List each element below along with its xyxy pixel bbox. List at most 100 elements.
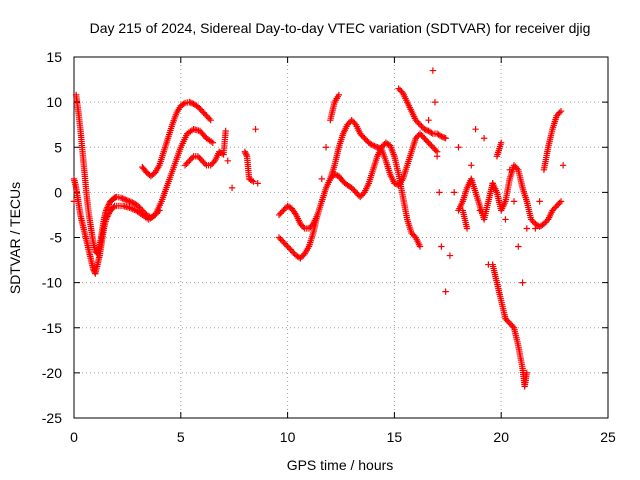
data-point [308, 222, 316, 229]
data-point [105, 201, 113, 208]
data-point [431, 98, 439, 106]
data-point [515, 243, 522, 250]
series-sat-b [70, 126, 217, 277]
data-point [180, 100, 187, 108]
data-point [423, 138, 431, 145]
y-tick-label: 5 [54, 139, 62, 155]
data-point [512, 163, 519, 171]
series-sat-c [139, 98, 214, 180]
data-point [529, 217, 536, 225]
data-point [408, 229, 415, 237]
data-point [248, 177, 256, 184]
data-point [396, 86, 404, 94]
data-point [502, 216, 509, 223]
data-point [510, 162, 518, 169]
data-point [413, 133, 421, 140]
data-point [421, 135, 428, 142]
data-point [415, 119, 422, 127]
data-point [423, 127, 431, 134]
data-point [197, 106, 204, 113]
data-point [433, 153, 441, 160]
x-tick-label: 15 [387, 429, 403, 445]
grid [74, 57, 608, 418]
data-point [280, 238, 287, 246]
series-sat-g [327, 116, 441, 189]
data-point [275, 234, 283, 241]
data-point [104, 213, 111, 220]
data-point [505, 318, 512, 325]
data-point [446, 252, 454, 259]
data-point [354, 190, 361, 198]
data-point [375, 144, 382, 152]
data-point [208, 160, 216, 167]
data-point [425, 116, 432, 124]
data-point [352, 189, 360, 196]
data-point [243, 151, 250, 158]
data-point [438, 243, 445, 250]
data-point [362, 136, 370, 143]
data-point [436, 132, 444, 139]
data-point [224, 157, 231, 164]
data-marks [70, 67, 567, 390]
data-point [186, 157, 193, 164]
data-point [278, 237, 286, 244]
data-point [252, 126, 259, 133]
x-tick-label: 20 [493, 429, 509, 445]
data-point [284, 243, 291, 250]
data-point [527, 216, 535, 223]
data-point [134, 202, 142, 210]
data-point [351, 119, 358, 127]
data-point [122, 196, 129, 203]
data-point [536, 198, 543, 205]
y-tick-label: 15 [46, 49, 62, 65]
data-point [104, 202, 112, 210]
data-point [187, 156, 194, 163]
y-tick-label: -10 [42, 275, 62, 291]
x-tick-label: 10 [280, 429, 296, 445]
data-point [412, 135, 419, 142]
data-point [281, 205, 288, 213]
data-point [123, 196, 130, 204]
data-point [553, 112, 560, 119]
series-sat-d [181, 126, 261, 192]
data-point [207, 116, 214, 124]
data-point [188, 154, 196, 161]
data-point [549, 207, 556, 214]
data-point [351, 187, 358, 195]
data-point [502, 315, 509, 322]
data-point [431, 145, 438, 152]
data-point [335, 91, 343, 99]
data-point [361, 135, 368, 142]
data-point [368, 141, 375, 148]
data-point [557, 107, 565, 115]
data-point [507, 321, 515, 328]
data-point [222, 127, 229, 135]
data-point [421, 126, 428, 133]
data-point [372, 143, 380, 150]
data-point [553, 202, 560, 210]
data-point [280, 207, 287, 214]
data-point [127, 198, 135, 206]
data-point [200, 159, 207, 166]
data-point [455, 144, 462, 151]
data-point [209, 139, 217, 146]
y-tick-label: -25 [42, 410, 62, 426]
data-point [250, 178, 257, 185]
data-point [428, 142, 435, 149]
data-point [254, 180, 261, 187]
data-point [359, 133, 367, 140]
data-point [188, 100, 196, 107]
data-point [102, 216, 110, 223]
data-point [345, 119, 353, 127]
data-point [425, 139, 432, 146]
y-tick-labels: -25 -20 -15 -10 -5 0 5 10 15 [42, 49, 62, 426]
data-point [359, 190, 367, 198]
data-point [297, 220, 304, 228]
data-point [436, 189, 443, 196]
data-point [290, 249, 297, 256]
data-point [416, 121, 424, 128]
x-tick-label: 25 [600, 429, 616, 445]
data-point [438, 133, 445, 140]
x-tick-labels: 0 5 10 15 20 25 [70, 429, 616, 445]
